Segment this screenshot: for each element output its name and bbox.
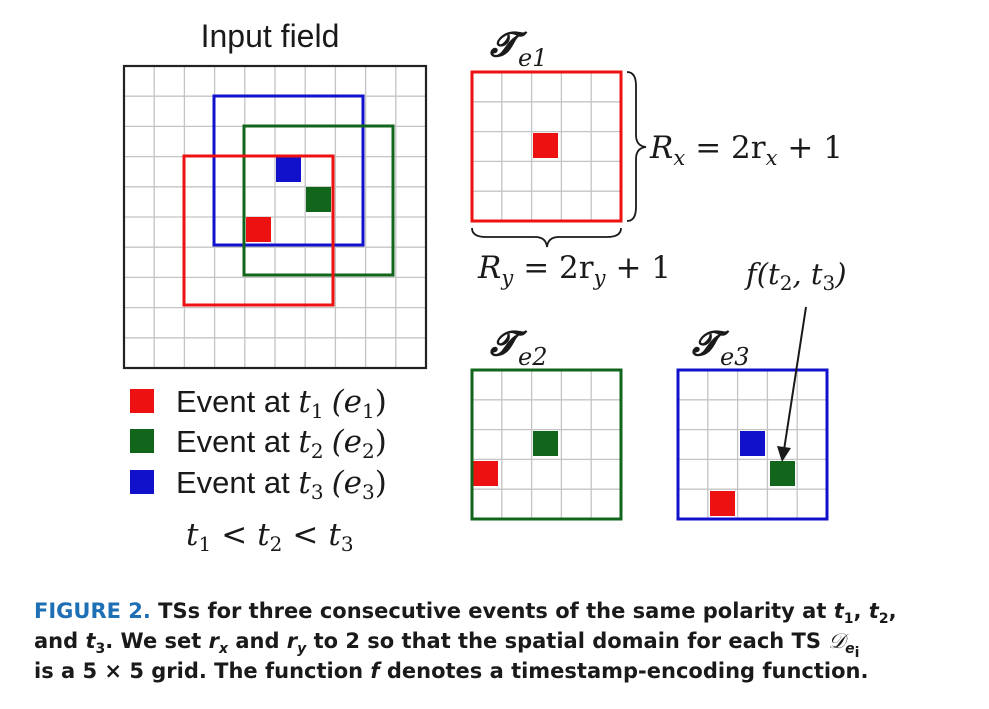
ts-e3-event-cell-current xyxy=(740,431,765,456)
ts-e3-event-cell-prev1 xyxy=(710,491,735,516)
legend-swatch-e3 xyxy=(130,470,154,494)
legend-label-e2: Event at t2 (e2) xyxy=(176,424,387,463)
time-ordering: t1 < t2 < t3 xyxy=(186,517,354,556)
window-e3-blue xyxy=(212,94,365,247)
ts-e1-label: 𝓣e1 xyxy=(490,25,548,72)
rx-brace xyxy=(626,71,647,222)
rx-formula: Rx = 2rx + 1 xyxy=(649,130,843,170)
f-arrow-head xyxy=(777,446,791,462)
f-arrow-line xyxy=(783,306,807,451)
ts-e3-frame xyxy=(676,368,829,521)
caption-line-1: FIGURE 2. TSs for three consecutive even… xyxy=(34,599,897,628)
ts-e1-event-cell xyxy=(533,133,558,158)
input-field-title: Input field xyxy=(201,18,340,54)
ts-e2-event-cell-current xyxy=(533,431,558,456)
grid-border xyxy=(122,64,428,370)
ts-e3-event-cell-prev2 xyxy=(770,461,795,486)
event-e1-cell xyxy=(246,217,271,242)
caption-line-2: and t3. We set rx and ry to 2 so that th… xyxy=(34,629,860,661)
input-field-grid xyxy=(122,64,428,370)
caption-label: FIGURE 2. xyxy=(34,599,151,623)
ts-e2-frame xyxy=(470,368,623,521)
window-e1-red xyxy=(182,154,335,307)
figure-diagram: Input field Event at t1 (e1) Event at t2(… xyxy=(122,18,847,556)
ts-e2-label: 𝓣e2 xyxy=(490,324,548,371)
legend: Event at t1 (e1) Event at t2 (e2) Event at… xyxy=(130,384,387,556)
caption-line-3: is a 5 × 5 grid. The function f denotes … xyxy=(34,659,869,683)
window-e2-green xyxy=(242,124,395,277)
ts-e2-event-cell-prev xyxy=(473,461,498,486)
ts-e3-label: 𝓣e3 xyxy=(692,324,750,371)
event-e3-cell xyxy=(276,157,301,182)
ry-formula: Ry = 2ry + 1 xyxy=(477,250,671,290)
legend-swatch-e1 xyxy=(130,389,154,413)
figure-caption: FIGURE 2. TSs for three consecutive even… xyxy=(34,596,969,686)
f-label: f(t2, t3) xyxy=(744,257,847,295)
ry-brace xyxy=(471,227,622,248)
event-e2-cell xyxy=(306,187,331,212)
legend-swatch-e2 xyxy=(130,429,154,453)
ts-e1-frame xyxy=(470,70,623,223)
legend-label-e1: Event at t1 (e1) xyxy=(176,384,387,423)
legend-label-e3: Event at t3 (e3) xyxy=(176,465,387,504)
